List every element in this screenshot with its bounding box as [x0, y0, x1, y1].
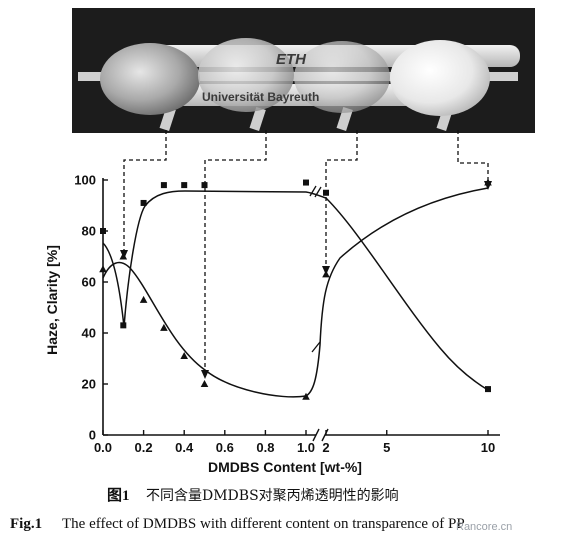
triangle-data-point: [139, 295, 148, 303]
data-points: [99, 178, 492, 400]
square-curve-break-b: [314, 186, 322, 198]
photo-stem-3: [336, 106, 353, 131]
sample-photo: ETH Universität Bayreuth: [72, 8, 535, 133]
x-tick-label: 0.6: [216, 440, 234, 455]
square-data-point: [100, 228, 106, 234]
x-tick-label: 0.8: [256, 440, 274, 455]
x-axis-title: DMDBS Content [wt-%]: [208, 459, 362, 475]
x-tick-label: 1.0: [297, 440, 315, 455]
triangle-data-point: [160, 323, 168, 331]
square-data-point: [160, 182, 167, 189]
leader-arrow-4: [457, 130, 489, 183]
leader-arrow-1: [123, 130, 167, 252]
square-data-point: [201, 182, 208, 189]
x-axis-break-mark-b: [321, 428, 329, 442]
square-data-point: [485, 386, 491, 393]
square-data-point: [323, 189, 329, 196]
x-tick-label: 10: [481, 440, 495, 455]
chart-axes: [102, 178, 500, 436]
leader-arrow-3: [325, 130, 358, 268]
triangle-curve-break-a: [311, 341, 321, 353]
square-data-point: [303, 179, 309, 186]
leader-arrows: [123, 130, 489, 372]
triangle-data-point: [180, 351, 188, 359]
y-tick-label: 80: [82, 224, 96, 239]
figure-title-en: The effect of DMDBS with different conte…: [62, 516, 465, 532]
trend-curves: [102, 185, 489, 398]
axis-break-marks: [312, 428, 329, 442]
figure-title-cn: 不同含量DMDBS对聚丙烯透明性的影响: [146, 488, 399, 504]
figure-label-en: Fig.1: [10, 516, 42, 532]
y-tick-label: 60: [82, 275, 96, 290]
photo-sample-text: Universität Bayreuth: [202, 90, 319, 104]
triangle-series-curve: [102, 187, 489, 398]
x-axis-break-mark-a: [312, 428, 320, 442]
figure-label-cn: 图1: [107, 487, 130, 504]
photo-logo-text: ETH: [276, 51, 307, 68]
y-axis-title: Haze, Clarity [%]: [44, 245, 60, 355]
leader-arrow-2: [204, 130, 267, 372]
square-data-point: [120, 322, 127, 329]
triangle-data-point: [302, 392, 310, 400]
square-data-point: [181, 182, 188, 189]
photo-sample-3: [294, 41, 390, 113]
photo-stem-1: [159, 106, 176, 131]
x-tick-label: 0.2: [135, 440, 153, 455]
x-tick-label: 0.4: [175, 440, 194, 455]
leader-arrowheads: [120, 181, 492, 379]
y-ticks: 0 20 40 60 80 100: [74, 173, 108, 443]
y-tick-label: 100: [74, 173, 96, 188]
triangle-data-point: [200, 380, 209, 387]
square-curve-break-a: [309, 185, 317, 197]
photo-sample-2: [198, 38, 294, 112]
triangle-data-point: [99, 265, 107, 273]
triangle-data-point: [484, 178, 492, 186]
photo-sample-4: [390, 40, 490, 116]
x-tick-label: 0.0: [94, 440, 112, 455]
y-tick-label: 40: [82, 326, 96, 341]
watermark: Rancore.cn: [456, 521, 512, 533]
square-data-point: [140, 199, 147, 206]
triangle-data-point: [119, 252, 128, 260]
y-tick-label: 0: [89, 428, 96, 443]
x-tick-label: 2: [322, 440, 329, 455]
x-tick-label: 5: [383, 440, 390, 455]
x-ticks: 0.0 0.2 0.4 0.6 0.8 1.0 2 5 10: [94, 430, 495, 455]
triangle-data-point: [322, 270, 330, 278]
photo-sample-1: [100, 43, 200, 115]
y-tick-label: 20: [82, 377, 96, 392]
photo-stem-2: [249, 106, 266, 131]
square-series-curve: [102, 190, 489, 391]
